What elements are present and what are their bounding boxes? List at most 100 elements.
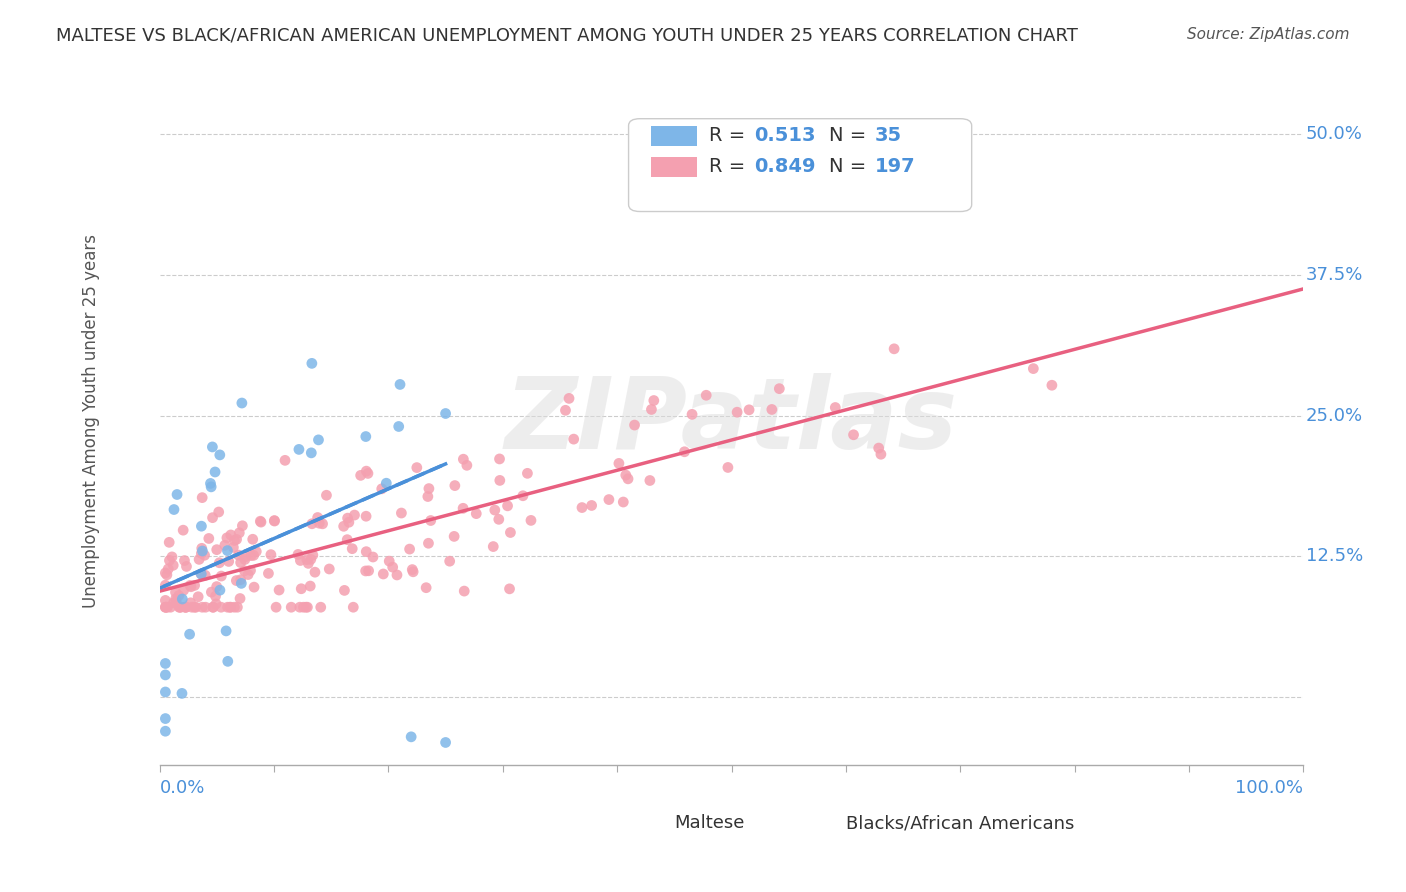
Text: 197: 197 bbox=[875, 157, 915, 177]
Point bbox=[607, 457, 630, 471]
Point bbox=[200, 476, 222, 491]
Point bbox=[295, 552, 318, 566]
Point bbox=[233, 552, 256, 566]
Point bbox=[342, 600, 364, 615]
Point bbox=[231, 396, 253, 410]
Point bbox=[228, 525, 250, 540]
Point bbox=[297, 557, 319, 571]
Text: ZIPatlas: ZIPatlas bbox=[505, 373, 957, 470]
Point bbox=[194, 600, 217, 615]
Point bbox=[156, 567, 179, 582]
Point bbox=[180, 596, 202, 610]
Point bbox=[299, 579, 322, 593]
Point bbox=[226, 600, 249, 615]
Point bbox=[488, 512, 510, 526]
Point bbox=[190, 541, 212, 556]
Point bbox=[343, 508, 366, 522]
Point bbox=[336, 533, 359, 547]
Point bbox=[250, 515, 273, 529]
Point bbox=[219, 528, 242, 542]
Point bbox=[167, 600, 190, 615]
Point bbox=[155, 657, 177, 671]
Point bbox=[217, 654, 239, 668]
Point bbox=[389, 377, 412, 392]
Point bbox=[162, 596, 184, 610]
Text: 0.849: 0.849 bbox=[755, 157, 815, 177]
Point bbox=[174, 600, 197, 615]
Point bbox=[290, 553, 312, 567]
Point bbox=[717, 460, 740, 475]
Point bbox=[488, 474, 510, 488]
Point bbox=[231, 576, 253, 591]
Point bbox=[209, 569, 232, 583]
Point bbox=[167, 589, 190, 603]
Point bbox=[155, 578, 177, 592]
Point bbox=[204, 465, 226, 479]
Point bbox=[399, 730, 422, 744]
Point bbox=[581, 499, 603, 513]
Point bbox=[229, 556, 252, 570]
Point bbox=[761, 402, 783, 417]
Point bbox=[217, 600, 239, 615]
Text: MALTESE VS BLACK/AFRICAN AMERICAN UNEMPLOYMENT AMONG YOUTH UNDER 25 YEARS CORREL: MALTESE VS BLACK/AFRICAN AMERICAN UNEMPL… bbox=[56, 27, 1078, 45]
Point bbox=[217, 543, 239, 558]
Point bbox=[187, 590, 209, 604]
Point bbox=[249, 514, 271, 528]
Point bbox=[357, 467, 380, 481]
Point bbox=[643, 393, 665, 408]
Text: N =: N = bbox=[828, 157, 872, 177]
Point bbox=[240, 549, 263, 563]
Point bbox=[169, 600, 191, 615]
Point bbox=[215, 531, 238, 545]
Point bbox=[188, 552, 211, 566]
Point bbox=[354, 544, 377, 558]
Point bbox=[172, 592, 194, 607]
Point bbox=[350, 468, 373, 483]
Point bbox=[299, 446, 322, 460]
Point bbox=[418, 536, 440, 550]
Point bbox=[405, 460, 427, 475]
Point bbox=[398, 542, 420, 557]
Text: Unemployment Among Youth under 25 years: Unemployment Among Youth under 25 years bbox=[82, 235, 100, 608]
Point bbox=[202, 600, 225, 615]
Point bbox=[190, 567, 212, 582]
Point bbox=[173, 553, 195, 567]
Point bbox=[260, 548, 283, 562]
Point bbox=[558, 392, 581, 406]
Point bbox=[201, 510, 224, 524]
Point bbox=[295, 600, 318, 615]
Point bbox=[225, 533, 247, 547]
Point bbox=[498, 582, 520, 596]
Point bbox=[242, 533, 264, 547]
Text: Source: ZipAtlas.com: Source: ZipAtlas.com bbox=[1187, 27, 1350, 42]
Text: Maltese: Maltese bbox=[675, 814, 745, 832]
Point bbox=[520, 513, 543, 527]
Point bbox=[157, 562, 180, 576]
Point bbox=[165, 585, 187, 599]
Text: 12.5%: 12.5% bbox=[1306, 548, 1362, 566]
Point bbox=[183, 600, 205, 615]
Point bbox=[236, 567, 259, 582]
Point bbox=[870, 447, 893, 461]
Point bbox=[465, 507, 488, 521]
Point bbox=[842, 427, 865, 442]
Point bbox=[231, 518, 253, 533]
Point bbox=[157, 535, 180, 549]
Point bbox=[269, 582, 291, 597]
Point bbox=[163, 502, 186, 516]
Point bbox=[165, 594, 187, 608]
Point bbox=[200, 480, 222, 494]
Bar bbox=[651, 156, 697, 178]
Point bbox=[612, 495, 634, 509]
Point bbox=[453, 584, 475, 599]
Point bbox=[336, 511, 359, 525]
Text: 37.5%: 37.5% bbox=[1306, 266, 1362, 284]
Point bbox=[194, 548, 217, 562]
Point bbox=[337, 515, 360, 529]
Point bbox=[173, 583, 195, 598]
Text: R =: R = bbox=[709, 157, 751, 177]
Point bbox=[318, 562, 340, 576]
Point bbox=[229, 573, 252, 587]
Point bbox=[191, 491, 214, 505]
Point bbox=[235, 549, 257, 564]
